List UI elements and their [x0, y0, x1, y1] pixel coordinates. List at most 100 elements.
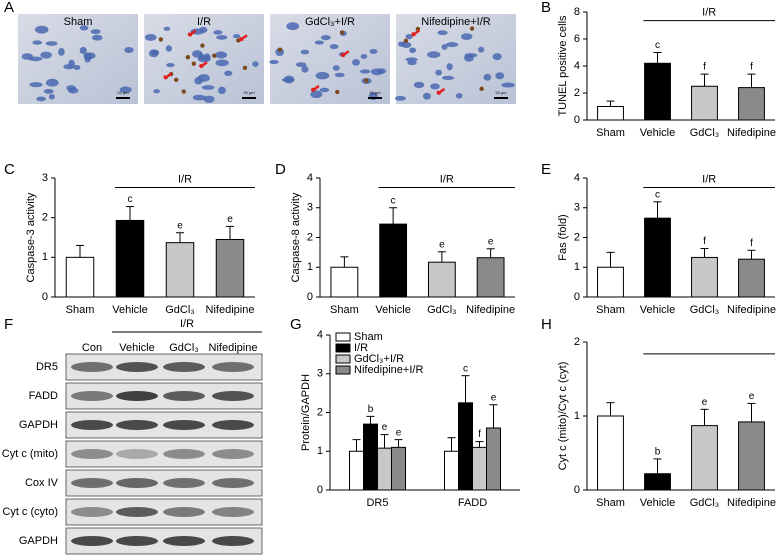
stained-nucleus	[181, 89, 186, 94]
micrograph-label: I/R	[197, 16, 211, 28]
significance-label: f	[703, 62, 706, 73]
nucleus	[435, 69, 443, 76]
row-label: Cox IV	[25, 477, 59, 489]
nucleus	[352, 59, 360, 66]
nucleus	[445, 42, 459, 48]
nucleus	[215, 59, 229, 67]
nucleus	[192, 50, 203, 58]
nucleus	[409, 47, 417, 54]
stained-nucleus	[364, 78, 369, 83]
significance-label: e	[439, 239, 445, 250]
significance-label: f	[750, 62, 753, 73]
nucleus	[153, 89, 160, 94]
nucleus	[446, 63, 453, 71]
nucleus	[213, 30, 223, 35]
nucleus	[90, 29, 101, 35]
scale-label: 20 μm	[369, 90, 381, 95]
bar	[65, 256, 95, 298]
y-tick-label: 0	[574, 291, 580, 303]
nucleus	[413, 81, 425, 89]
panel-letter: F	[4, 316, 13, 333]
significance-label: f	[750, 238, 753, 249]
nucleus	[401, 41, 412, 49]
significance-label: b	[655, 447, 661, 458]
x-tick-label: Nifedipine	[727, 497, 776, 509]
lane-label: Vehicle	[119, 342, 154, 354]
x-tick-label: Sham	[596, 127, 625, 139]
band	[212, 536, 254, 546]
arrow	[310, 84, 320, 93]
nucleus	[166, 63, 175, 68]
bar	[738, 421, 765, 491]
panel-letter: H	[541, 316, 552, 333]
y-axis-label: Caspase-3 activity	[25, 192, 37, 282]
arrow	[340, 50, 350, 58]
arrow	[187, 29, 197, 37]
nucleus	[92, 34, 103, 41]
nucleus	[40, 51, 52, 59]
band	[212, 362, 254, 372]
significance-label: c	[128, 194, 133, 205]
nucleus	[478, 46, 485, 53]
y-tick-label: 4	[317, 329, 323, 341]
stained-nucleus	[212, 53, 217, 58]
x-tick-label: Sham	[330, 304, 359, 316]
nucleus	[405, 57, 418, 62]
bar	[738, 258, 765, 298]
bar	[486, 427, 501, 491]
legend-label: Sham	[354, 331, 383, 343]
row-label: GAPDH	[19, 419, 58, 431]
nucleus	[464, 53, 478, 58]
significance-label: e	[488, 236, 494, 247]
legend-swatch	[335, 365, 351, 375]
band	[71, 536, 113, 546]
stained-nucleus	[191, 61, 197, 66]
nucleus	[203, 95, 215, 103]
nucleus	[58, 48, 65, 56]
nucleus	[332, 65, 340, 71]
stained-nucleus	[469, 26, 475, 31]
band	[163, 420, 205, 430]
nucleus	[224, 70, 233, 77]
nucleus	[163, 26, 171, 31]
nucleus	[437, 30, 448, 36]
band	[71, 420, 113, 430]
y-tick-label: 1	[574, 261, 580, 273]
scale-label: 20 μm	[243, 90, 255, 95]
stained-nucleus	[479, 86, 484, 92]
nucleus	[192, 94, 206, 101]
y-tick-label: 2	[42, 212, 48, 224]
bar	[444, 450, 459, 491]
micrograph-label: Sham	[64, 16, 93, 28]
bar	[738, 87, 765, 121]
arrow	[238, 34, 248, 42]
y-tick-label: 3	[574, 202, 580, 214]
stained-nucleus	[403, 38, 409, 43]
panel-letter: D	[275, 161, 286, 178]
band	[71, 478, 113, 488]
bracket-label: I/R	[702, 173, 716, 185]
significance-label: c	[655, 189, 660, 200]
band	[163, 507, 205, 517]
nucleus	[215, 51, 228, 59]
bar	[691, 425, 718, 491]
legend-label: GdCl₃+I/R	[354, 353, 404, 365]
row-label: Cyt c (mito)	[2, 448, 58, 460]
nucleus	[21, 53, 34, 60]
nucleus	[314, 40, 324, 45]
y-tick-label: 2	[574, 231, 580, 243]
x-tick-label: GdCl₃	[690, 304, 720, 316]
y-axis-label: Caspase-8 activity	[290, 192, 302, 282]
nucleus	[67, 87, 79, 94]
nucleus	[63, 64, 75, 70]
bar	[597, 415, 624, 491]
y-tick-label: 0	[574, 114, 580, 126]
x-tick-label: Vehicle	[640, 127, 675, 139]
nucleus	[43, 88, 54, 94]
nucleus	[45, 78, 59, 87]
y-tick-label: 2	[574, 336, 580, 348]
nucleus	[201, 85, 215, 90]
band	[71, 362, 113, 372]
x-tick-label: Vehicle	[640, 497, 675, 509]
stained-nucleus	[174, 77, 179, 82]
